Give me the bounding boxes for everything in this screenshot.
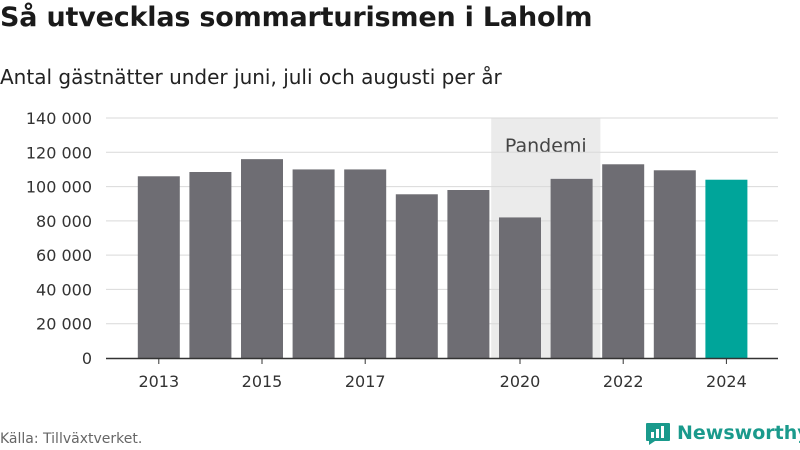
y-tick-label: 120 000 [26,143,92,162]
bar-2017 [344,169,387,358]
source-note: Källa: Tillväxtverket. [0,431,143,447]
brand-logo[interactable]: Newsworthy [645,420,800,446]
brand-name: Newsworthy [677,422,800,444]
x-tick-label: 2022 [603,372,644,391]
y-tick-label: 100 000 [26,178,92,197]
y-tick-label: 40 000 [36,280,92,299]
chart-title: Så utvecklas sommarturismen i Laholm [0,2,593,33]
y-tick-label: 20 000 [36,315,92,334]
bar-2015 [241,159,283,358]
x-tick-label: 2020 [500,372,541,391]
bars [137,159,748,358]
bar-2020 [499,217,541,358]
y-tick-label: 60 000 [36,246,92,265]
x-tick-label: 2017 [345,372,386,391]
pandemic-band-label: Pandemi [505,135,587,157]
bar-2019 [447,190,490,358]
x-tick-label: 2024 [706,372,747,391]
newsworthy-logo-icon [646,423,670,445]
chart-subtitle: Antal gästnätter under juni, juli och au… [0,65,502,89]
y-tick-label: 80 000 [36,212,92,231]
bar-2013 [137,176,180,358]
bar-2016 [292,169,335,358]
bar-2018 [395,194,438,358]
bar-2014 [189,172,232,358]
bar-2022 [602,164,645,358]
x-tick-label: 2013 [138,372,179,391]
axes: 0 20 000 40 000 60 000 80 000 100 000 120 000 1… [26,109,778,391]
bar-2024 [705,179,748,358]
bar-2023 [653,170,696,358]
y-tick-label: 0 [82,349,92,368]
y-tick-label: 140 000 [26,109,92,128]
bar-2021 [550,178,593,358]
x-tick-label: 2015 [242,372,283,391]
